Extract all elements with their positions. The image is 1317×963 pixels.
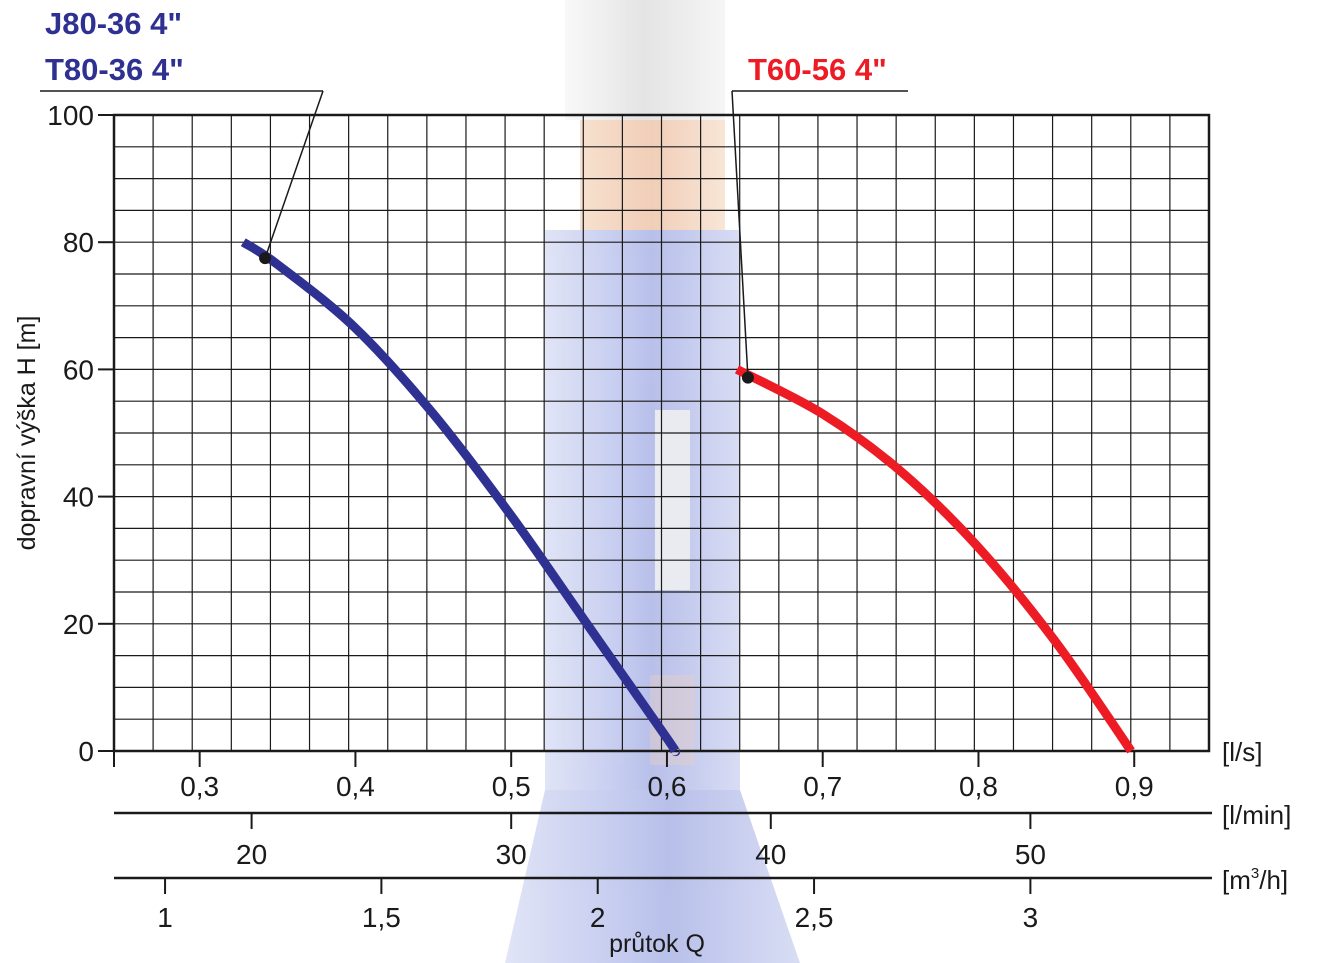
y-tick-label: 60 xyxy=(63,354,94,385)
series-name-t80-36: T80-36 4" xyxy=(45,52,184,87)
x-unit-lmin: [l/min] xyxy=(1222,800,1291,830)
x-tick-label: 0,8 xyxy=(959,771,998,802)
secondary-x-tick-label: 20 xyxy=(236,839,267,870)
grid xyxy=(112,113,1211,753)
pump-illustration xyxy=(505,0,800,963)
secondary-x-tick-label: 2,5 xyxy=(795,902,834,933)
secondary-x-tick-label: 3 xyxy=(1023,902,1039,933)
x-tick-label: 0,7 xyxy=(803,771,842,802)
x-axis-label: průtok Q xyxy=(609,930,705,958)
axes xyxy=(98,114,1212,894)
x-tick-label: 0,4 xyxy=(336,771,375,802)
secondary-x-tick-label: 2 xyxy=(590,902,606,933)
series-name-t60-56: T60-56 4" xyxy=(748,52,887,87)
y-axis-label: dopravní výška H [m] xyxy=(13,316,41,551)
secondary-x-tick-label: 40 xyxy=(755,839,786,870)
x-tick-label: 0,3 xyxy=(180,771,219,802)
curves xyxy=(240,238,1135,757)
x-unit-ls: [l/s] xyxy=(1222,737,1262,767)
series-name-j80-36: J80-36 4" xyxy=(45,6,182,41)
y-tick-label: 0 xyxy=(78,736,94,767)
secondary-x-tick-label: 30 xyxy=(496,839,527,870)
x-tick-label: 0,5 xyxy=(492,771,531,802)
leader-line-t60 xyxy=(731,90,749,378)
y-tick-label: 40 xyxy=(63,482,94,513)
x-unit-m3h: [m3/h] xyxy=(1222,865,1288,895)
secondary-x-tick-label: 50 xyxy=(1015,839,1046,870)
x-tick-label: 0,6 xyxy=(647,771,686,802)
y-tick-label: 80 xyxy=(63,227,94,258)
marker-t60 xyxy=(741,371,754,384)
curve-t60-56 xyxy=(734,365,1135,754)
labels: 0 20 40 60 80 100 dopravní výška H [m] 0,3 0,4 0,… xyxy=(13,6,1291,958)
curve-j80-36 xyxy=(240,238,681,757)
secondary-x-tick-label: 1 xyxy=(157,902,173,933)
leader-line-j80 xyxy=(264,90,324,259)
x-tick-label: 0,9 xyxy=(1115,771,1154,802)
marker-j80 xyxy=(259,252,272,265)
y-tick-label: 100 xyxy=(47,100,94,131)
plot-frame xyxy=(112,113,1211,753)
secondary-x-tick-label: 1,5 xyxy=(362,902,401,933)
y-tick-label: 20 xyxy=(63,609,94,640)
